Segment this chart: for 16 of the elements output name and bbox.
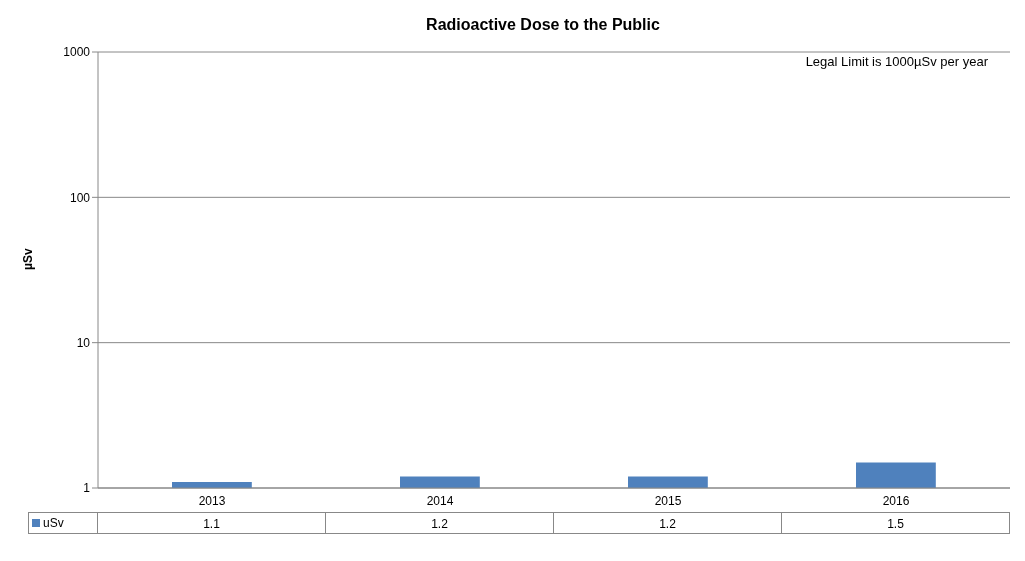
- y-tick-label: 10: [76, 335, 91, 350]
- data-label: 1.5: [782, 512, 1010, 534]
- y-tick-label: 1000: [63, 45, 91, 60]
- chart-title: Radioactive Dose to the Public: [425, 15, 661, 35]
- data-label: 1.1: [98, 512, 326, 534]
- x-tick-label: 2015: [654, 493, 682, 508]
- x-tick-label: 2013: [198, 493, 226, 508]
- x-tick-label: 2014: [426, 493, 454, 508]
- x-tick-label: 2016: [882, 493, 910, 508]
- data-label: 1.2: [554, 512, 782, 534]
- y-tick-label: 1: [83, 481, 91, 496]
- y-tick-label: 100: [69, 190, 91, 205]
- y-axis-title: µSv: [21, 248, 36, 270]
- data-label: 1.2: [326, 512, 554, 534]
- legend-label: uSv: [28, 512, 98, 534]
- annotation: Legal Limit is 1000µSv per year: [805, 54, 988, 69]
